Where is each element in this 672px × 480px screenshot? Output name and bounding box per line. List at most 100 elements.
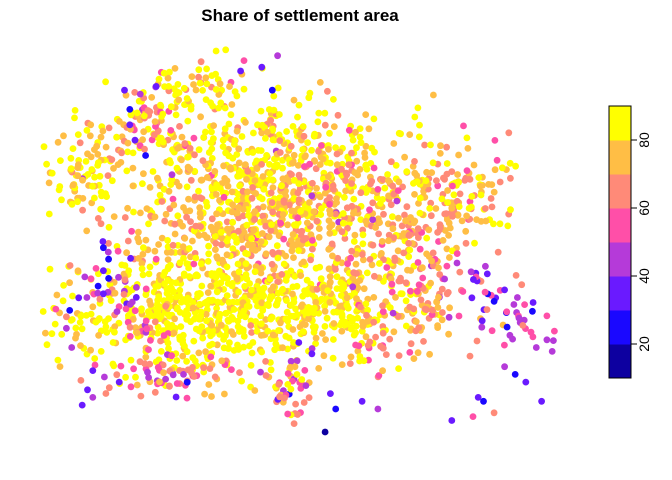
scatter-point [419,264,426,272]
scatter-point [77,342,84,349]
scatter-point [390,234,398,242]
scatter-point [202,74,210,82]
scatter-point [296,323,304,331]
scatter-point [262,316,270,323]
scatter-point [147,301,155,308]
scatter-point [142,285,150,293]
scatter-point [284,410,292,418]
scatter-point [167,126,175,134]
scatter-point [103,328,111,336]
scatter-point [289,242,296,250]
scatter-point [226,83,233,90]
scatter-point [550,337,557,344]
scatter-point [125,267,133,275]
scatter-point [310,309,318,317]
scatter-point [392,162,400,169]
scatter-point [488,181,496,189]
scatter-point [151,118,159,125]
scatter-point [390,140,398,147]
scatter-point [233,127,241,135]
scatter-point [519,322,527,329]
scatter-point [352,128,359,136]
scatter-point [435,293,442,301]
scatter-point [132,373,139,381]
scatter-point [367,180,374,188]
scatter-point [344,304,352,312]
scatter-point [435,264,442,272]
scatter-point [209,327,217,335]
scatter-point [328,240,336,248]
scatter-point [393,197,401,205]
scatter-point [180,84,188,92]
scatter-point [197,113,205,121]
scatter-point [133,284,140,291]
scatter-point [210,122,218,129]
scatter-point [184,117,192,125]
scatter-point [138,260,146,267]
scatter-point [212,240,220,247]
scatter-point [167,261,174,269]
scatter-point [410,355,418,362]
scatter-point [357,303,364,311]
scatter-point [127,254,134,262]
scatter-point [388,280,396,288]
scatter-point [311,157,318,165]
scatter-point [330,320,338,327]
scatter-point [249,149,257,156]
scatter-point [395,178,403,186]
scatter-point [209,227,217,235]
colorbar-tick-label: 40 [636,268,652,284]
scatter-point [154,282,162,290]
scatter-point [135,255,143,262]
scatter-point [474,394,482,401]
scatter-point [274,296,282,303]
scatter-point [274,254,282,262]
scatter-point [315,147,322,155]
scatter-point [222,309,230,317]
scatter-point [463,167,471,175]
scatter-point [344,224,351,232]
scatter-point [53,291,61,299]
scatter-point [343,294,351,302]
scatter-point [308,146,315,154]
scatter-point [129,182,137,190]
scatter-point [369,241,377,249]
colorbar-swatch [609,106,631,141]
scatter-point [407,340,415,348]
scatter-point [262,372,270,379]
scatter-point [220,336,228,343]
scatter-point [313,286,321,293]
scatter-point [220,274,228,282]
scatter-point [402,297,410,305]
scatter-point [181,310,189,318]
scatter-point [96,295,104,303]
scatter-point [268,86,276,94]
scatter-point [374,405,382,413]
scatter-point [416,194,424,202]
scatter-point [394,247,402,255]
scatter-point [316,79,324,86]
scatter-point [159,138,167,146]
scatter-point [146,310,154,317]
scatter-point [230,306,238,313]
scatter-point [406,303,414,311]
scatter-point [443,262,451,270]
scatter-point [105,255,112,263]
scatter-point [429,306,437,314]
scatter-point [280,235,288,243]
scatter-point [221,175,229,182]
scatter-point [244,188,251,196]
scatter-point [462,239,470,247]
scatter-point [287,357,295,365]
scatter-point [496,220,504,228]
scatter-point [488,327,496,335]
scatter-point [270,92,278,100]
scatter-point [135,228,142,236]
scatter-point [173,357,181,364]
scatter-point [63,313,70,321]
scatter-point [66,262,74,269]
scatter-point [213,288,221,296]
scatter-point [416,209,424,217]
scatter-point [249,241,256,249]
scatter-point [221,390,228,398]
